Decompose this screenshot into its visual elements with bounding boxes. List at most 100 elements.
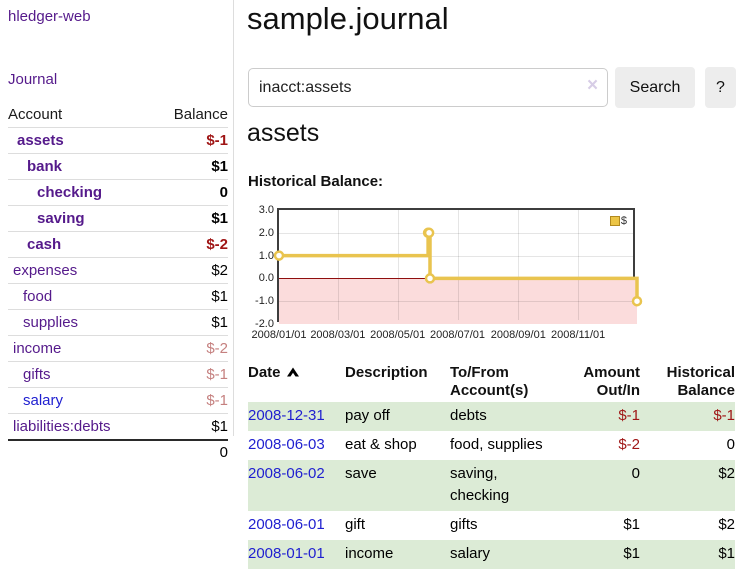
y-axis-tick-label: -2.0 xyxy=(255,318,274,330)
sidebar-account-link[interactable]: income xyxy=(13,340,62,357)
y-axis-tick-label: -1.0 xyxy=(255,295,274,308)
sidebar-account-balance: $1 xyxy=(211,288,228,305)
transaction-date-link[interactable]: 2008-12-31 xyxy=(248,407,325,424)
sort-ascending-icon xyxy=(286,367,299,377)
help-button[interactable]: ? xyxy=(705,67,736,108)
vertical-gridline xyxy=(578,210,580,320)
transaction-date-link[interactable]: 2008-01-01 xyxy=(248,545,325,562)
sidebar-account-link[interactable]: saving xyxy=(37,210,85,227)
chart-heading: Historical Balance: xyxy=(248,173,384,190)
sidebar-account-balance: 0 xyxy=(219,184,228,201)
x-axis-tick-label: 2008/01/01 xyxy=(251,329,307,341)
sidebar-account-balance: $-2 xyxy=(206,340,228,357)
sidebar-account-balance: $1 xyxy=(211,314,228,331)
sidebar-account-link[interactable]: food xyxy=(23,288,53,305)
sidebar-account-balance: $1 xyxy=(211,418,228,435)
accounts-table-header: Account Balance xyxy=(8,101,228,127)
y-axis-tick-label: 3.0 xyxy=(258,204,274,216)
transaction-row: 2008-12-31 pay off debts $-1 $-1 xyxy=(248,402,735,431)
transaction-balance: $2 xyxy=(718,465,735,482)
transaction-amount: $1 xyxy=(623,516,640,533)
step-line xyxy=(279,231,639,302)
amount-column-header[interactable]: Amount Out/In xyxy=(583,364,640,399)
sidebar-account-row: supplies $1 xyxy=(8,309,228,335)
transaction-balance: $2 xyxy=(718,516,735,533)
transaction-amount: 0 xyxy=(631,465,640,482)
vertical-gridline xyxy=(457,210,459,320)
chart-plot-area: $ xyxy=(273,208,643,324)
transaction-description: save xyxy=(345,465,377,482)
transaction-date-link[interactable]: 2008-06-01 xyxy=(248,516,325,533)
transactions-table: Date Description To/From Account(s) Amou… xyxy=(248,362,735,569)
x-axis-tick-label: 2008/05/01 xyxy=(370,329,426,341)
sidebar-account-row: expenses $2 xyxy=(8,257,228,283)
transaction-row: 2008-06-02 save saving, checking 0 $2 xyxy=(248,460,735,511)
transaction-accounts: saving, checking xyxy=(450,465,510,504)
data-point-marker xyxy=(424,273,436,284)
sidebar-account-row: saving $1 xyxy=(8,205,228,231)
transaction-balance: 0 xyxy=(726,436,735,453)
sidebar-account-link[interactable]: salary xyxy=(23,392,64,409)
negative-region xyxy=(279,278,637,324)
sidebar-account-row: income $-2 xyxy=(8,335,228,361)
sidebar-account-row: food $1 xyxy=(8,283,228,309)
transaction-accounts: gifts xyxy=(450,516,478,533)
sidebar-account-link[interactable]: checking xyxy=(37,184,103,201)
sidebar-account-link[interactable]: assets xyxy=(17,132,64,149)
sidebar-account-link[interactable]: gifts xyxy=(23,366,51,383)
transaction-amount: $-2 xyxy=(618,436,640,453)
sidebar-account-row: cash $-2 xyxy=(8,231,228,257)
sidebar-account-row: liabilities:debts $1 xyxy=(8,413,228,439)
horizontal-gridline xyxy=(279,301,633,303)
transaction-date-link[interactable]: 2008-06-03 xyxy=(248,436,325,453)
sidebar-account-link[interactable]: liabilities:debts xyxy=(13,418,111,435)
data-point-marker xyxy=(423,227,435,239)
app-title-link[interactable]: hledger-web xyxy=(8,8,91,25)
sidebar-account-link[interactable]: cash xyxy=(27,236,62,253)
x-axis-tick-label: 2008/09/01 xyxy=(490,329,546,341)
sidebar-account-row: bank $1 xyxy=(8,153,228,179)
transaction-description: gift xyxy=(345,516,366,533)
y-axis-tick-label: 2.0 xyxy=(258,226,274,239)
transaction-accounts: salary xyxy=(450,545,491,562)
journal-nav-link[interactable]: Journal xyxy=(8,71,58,88)
description-column-header[interactable]: Description xyxy=(345,364,428,381)
date-header-label: Date xyxy=(248,364,281,381)
x-axis-tick-label: 2008/07/01 xyxy=(429,329,486,341)
sidebar-account-link[interactable]: expenses xyxy=(13,262,78,279)
search-input[interactable] xyxy=(248,68,608,107)
historical-balance-column-header[interactable]: Historical Balance xyxy=(666,364,735,399)
y-axis-tick-label: 1.0 xyxy=(258,249,274,262)
data-point-marker xyxy=(273,250,285,261)
x-axis-tick-label: 2008/11/01 xyxy=(551,329,606,341)
accounts-table: Account Balance assets $-1 bank $1 checking 0… xyxy=(8,101,228,464)
transaction-accounts: debts xyxy=(450,407,487,424)
sidebar-account-link[interactable]: supplies xyxy=(23,314,79,331)
sidebar-account-balance: $1 xyxy=(211,210,228,227)
balance-column-header: Balance xyxy=(173,105,228,123)
accounts-total-value: 0 xyxy=(219,444,228,461)
transaction-accounts: food, supplies xyxy=(450,436,543,453)
sidebar-account-balance: $-2 xyxy=(206,236,228,253)
transaction-balance: $-1 xyxy=(713,407,735,424)
search-button[interactable]: Search xyxy=(615,67,695,108)
historical-balance-chart: $ 2008/01/01 2008/03/01 2008/05/01 2008/07/… xyxy=(248,204,648,347)
x-axis-tick-label: 2008/03/01 xyxy=(310,329,366,341)
transaction-date-link[interactable]: 2008-06-02 xyxy=(248,465,325,482)
page-title: sample.journal xyxy=(247,1,449,36)
transaction-description: income xyxy=(345,545,394,562)
legend-swatch-icon xyxy=(609,216,620,226)
date-column-header[interactable]: Date xyxy=(248,362,345,402)
transactions-header-row: Date Description To/From Account(s) Amou… xyxy=(248,362,735,402)
horizontal-gridline xyxy=(279,232,633,234)
transaction-date-cell: 2008-01-01 xyxy=(248,540,345,569)
accounts-total-row: 0 xyxy=(8,439,228,464)
vertical-gridline xyxy=(397,210,399,320)
transaction-description: pay off xyxy=(345,407,390,424)
sidebar-account-balance: $-1 xyxy=(206,132,228,149)
clear-search-icon[interactable]: × xyxy=(587,75,599,96)
transaction-row: 2008-01-01 income salary $1 $1 xyxy=(248,540,735,569)
sidebar-account-link[interactable]: bank xyxy=(27,158,63,175)
legend-label: $ xyxy=(620,215,627,227)
accounts-column-header[interactable]: To/From Account(s) xyxy=(450,364,529,399)
